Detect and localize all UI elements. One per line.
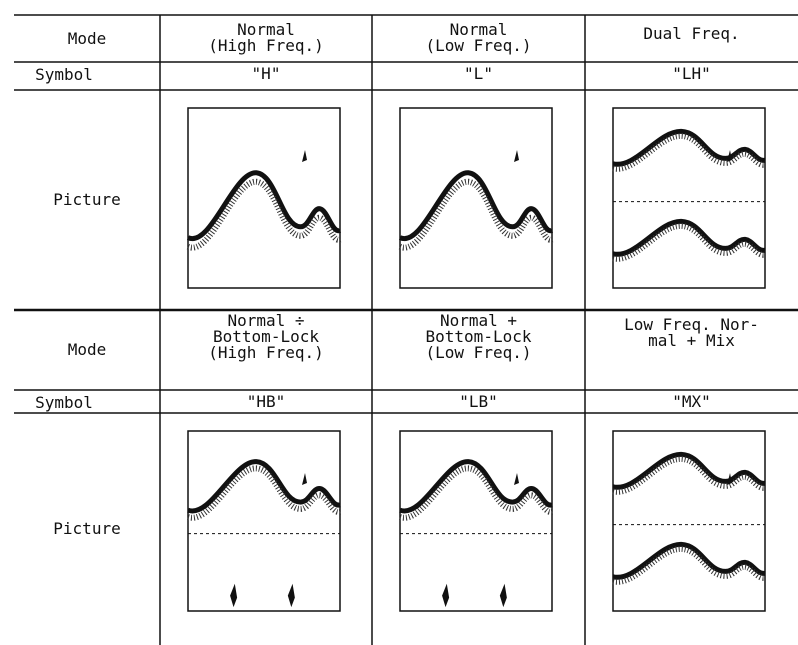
mode-text: (Low Freq.) (425, 343, 532, 362)
mode-text: Normal (237, 20, 295, 39)
row-header: Mode (67, 340, 107, 359)
mode-text: Bottom-Lock (213, 327, 319, 346)
row-header: Symbol (35, 65, 93, 84)
symbol-text: "LH" (672, 64, 711, 83)
symbol-text: "LB" (459, 392, 498, 411)
mode-text: mal + Mix (648, 331, 735, 350)
echo-picture (398, 107, 554, 289)
mode-text: (High Freq.) (208, 343, 324, 362)
mode-text: Dual Freq. (643, 24, 740, 43)
echo-picture (186, 107, 342, 289)
mode-text: (Low Freq.) (425, 36, 532, 55)
symbol-text: "L" (464, 64, 493, 83)
echo-picture (399, 430, 553, 612)
symbol-text: "HB" (246, 392, 286, 411)
symbol-text: "H" (251, 64, 281, 83)
row-header: Mode (67, 28, 107, 48)
echo-picture (612, 107, 766, 289)
row-header: Picture (53, 519, 121, 538)
echo-picture (612, 430, 766, 612)
row-header: Picture (53, 190, 121, 209)
mode-text: Bottom-Lock (425, 327, 532, 346)
echo-picture (187, 430, 341, 612)
mode-text: Low Freq. Nor- (624, 315, 759, 334)
mode-text: (High Freq.) (208, 36, 324, 55)
mode-text: Normal ÷ (227, 311, 305, 330)
mode-text: Normal (449, 20, 508, 39)
row-header: Symbol (35, 393, 93, 412)
symbol-text: "MX" (672, 392, 711, 411)
mode-text: Normal + (439, 311, 518, 330)
